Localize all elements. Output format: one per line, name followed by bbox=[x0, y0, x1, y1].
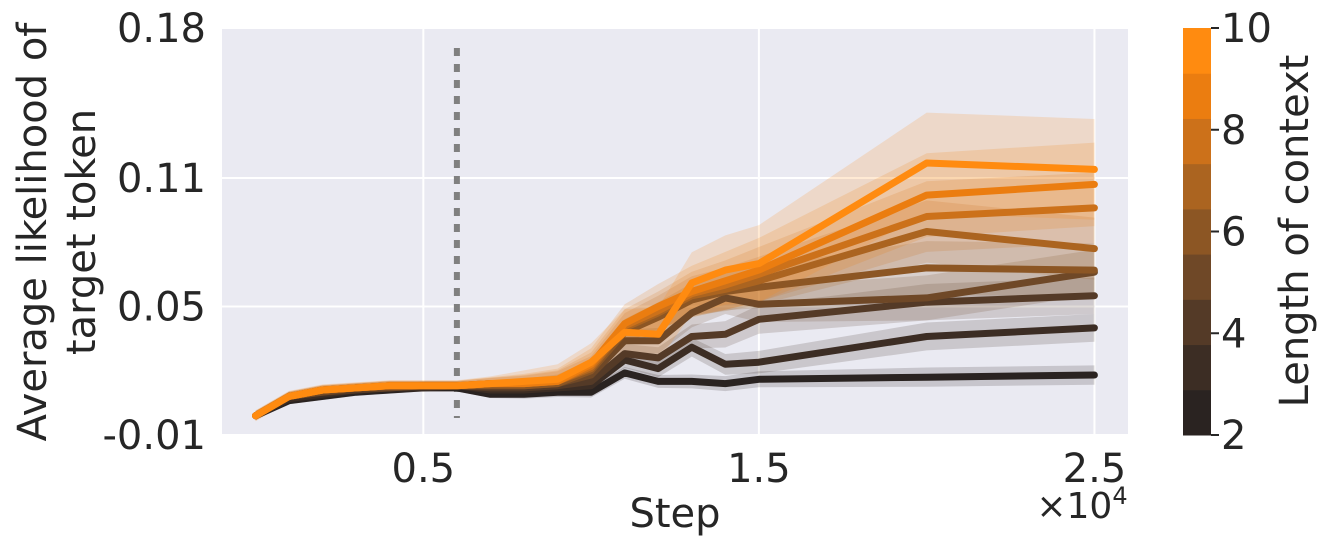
x-tick-label: 2.5 bbox=[1063, 446, 1127, 492]
confidence-band bbox=[255, 241, 1095, 421]
colorbar-segment bbox=[1183, 389, 1211, 436]
colorbar-ticks: 2 4 6 8 10 bbox=[1211, 6, 1272, 459]
x-axis-label: Step bbox=[629, 491, 720, 537]
colorbar-segment bbox=[1183, 73, 1211, 119]
x-tick-label: 1.5 bbox=[727, 446, 791, 492]
colorbar-segment bbox=[1183, 28, 1211, 74]
confidence-band bbox=[255, 249, 1095, 420]
colorbar-tick-label: 2 bbox=[1221, 413, 1246, 459]
colorbar-label: Length of context bbox=[1272, 55, 1318, 408]
plot-background bbox=[222, 28, 1128, 435]
x-tick-labels: 0.5 1.5 2.5 bbox=[392, 446, 1127, 492]
colorbar-tick-label: 10 bbox=[1221, 6, 1272, 52]
y-tick-label: 0.11 bbox=[117, 156, 206, 202]
colorbar-tick-label: 8 bbox=[1221, 108, 1246, 154]
colorbar-tick-label: 6 bbox=[1221, 210, 1246, 256]
colorbar-tick-label: 4 bbox=[1221, 311, 1246, 357]
x-offset-exponent: 4 bbox=[1112, 482, 1127, 510]
colorbar-segment bbox=[1183, 163, 1211, 210]
y-axis-label-line1: Average likelihood of bbox=[10, 22, 56, 442]
series-line bbox=[252, 159, 1098, 420]
y-axis-label-line2: target token bbox=[59, 109, 105, 355]
y-tick-label: -0.01 bbox=[103, 413, 207, 459]
colorbar-segment bbox=[1183, 299, 1211, 346]
y-tick-label: 0.05 bbox=[117, 284, 206, 330]
grid-lines bbox=[222, 27, 1128, 436]
colorbar-segment bbox=[1183, 118, 1211, 165]
colorbar-segment bbox=[1183, 208, 1211, 255]
colorbar bbox=[1183, 28, 1211, 436]
colorbar-segment bbox=[1183, 254, 1211, 300]
y-tick-labels: -0.01 0.05 0.11 0.18 bbox=[103, 6, 207, 459]
colorbar-segment bbox=[1183, 344, 1211, 391]
x-offset-label: ×104 bbox=[1036, 482, 1127, 527]
series-lines bbox=[252, 159, 1098, 420]
x-tick-label: 0.5 bbox=[392, 446, 456, 492]
y-tick-label: 0.18 bbox=[117, 6, 206, 52]
